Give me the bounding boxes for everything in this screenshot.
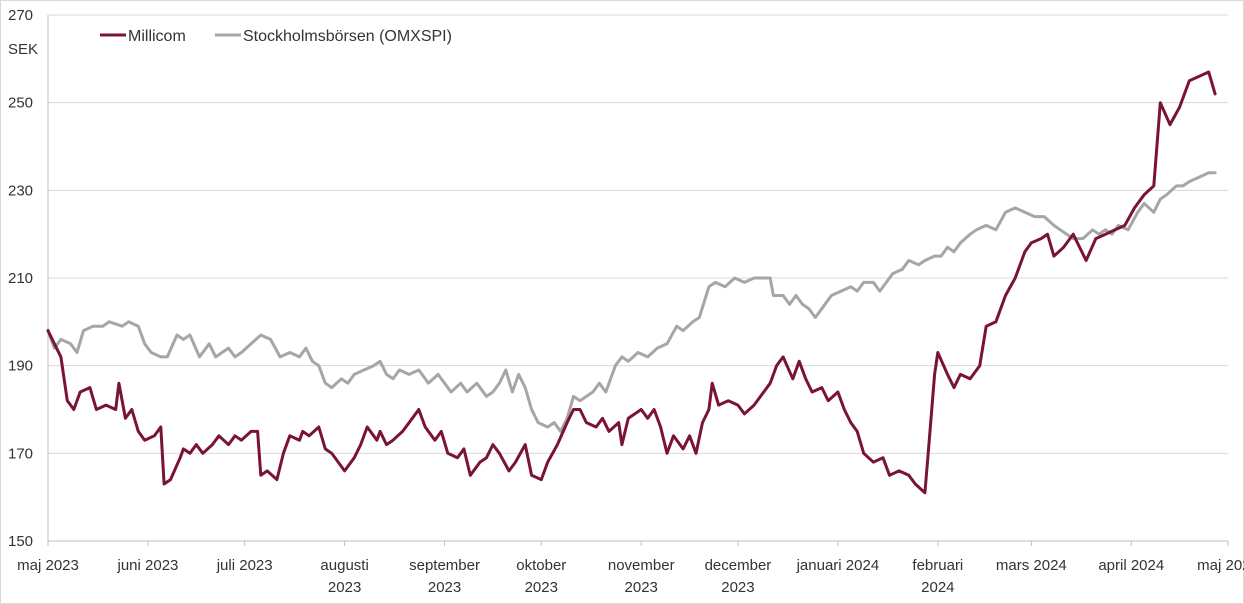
y-tick-label: 210 <box>8 270 33 287</box>
x-tick-label: 2023 <box>721 579 754 596</box>
x-tick-label: april 2024 <box>1098 557 1164 574</box>
x-tick-label: januari 2024 <box>796 557 880 574</box>
gridlines <box>48 14 1228 454</box>
y-tick-label: 270 <box>8 7 33 24</box>
y-axis-label: SEK <box>8 41 38 58</box>
legend-label: Stockholmsbörsen (OMXSPI) <box>243 28 452 45</box>
x-tick-label: november <box>608 557 675 574</box>
x-tick-label: februari <box>912 557 963 574</box>
x-tick-label: 2024 <box>921 579 954 596</box>
x-tick-label: maj 2024 <box>1197 557 1244 574</box>
x-tick-label: 2023 <box>328 579 361 596</box>
x-tick-label: augusti <box>320 557 368 574</box>
x-tick-label: maj 2023 <box>17 557 79 574</box>
y-tick-label: 250 <box>8 95 33 112</box>
x-tick-label: december <box>705 557 772 574</box>
x-tick-label: september <box>409 557 480 574</box>
axes: 150 170 190 210 230 250 270 maj 2023 juni 2023 ju… <box>8 7 1244 596</box>
series-line <box>46 70 1217 495</box>
x-tick-label: 2023 <box>428 579 461 596</box>
x-tick-label: 2023 <box>625 579 658 596</box>
legend-label: Millicom <box>128 28 186 45</box>
x-tick-label: mars 2024 <box>996 557 1067 574</box>
legend: Millicom Stockholmsbörsen (OMXSPI) <box>100 28 452 45</box>
y-tick-label: 230 <box>8 182 33 199</box>
x-tick-label: juli 2023 <box>216 557 273 574</box>
series-lines <box>46 70 1217 495</box>
x-tick-label: juni 2023 <box>117 557 179 574</box>
x-tick-label: oktober <box>516 557 566 574</box>
y-tick-label: 150 <box>8 533 33 550</box>
y-tick-label: 190 <box>8 358 33 375</box>
x-tick-label: 2023 <box>525 579 558 596</box>
series-line <box>46 171 1217 433</box>
y-tick-label: 170 <box>8 445 33 462</box>
